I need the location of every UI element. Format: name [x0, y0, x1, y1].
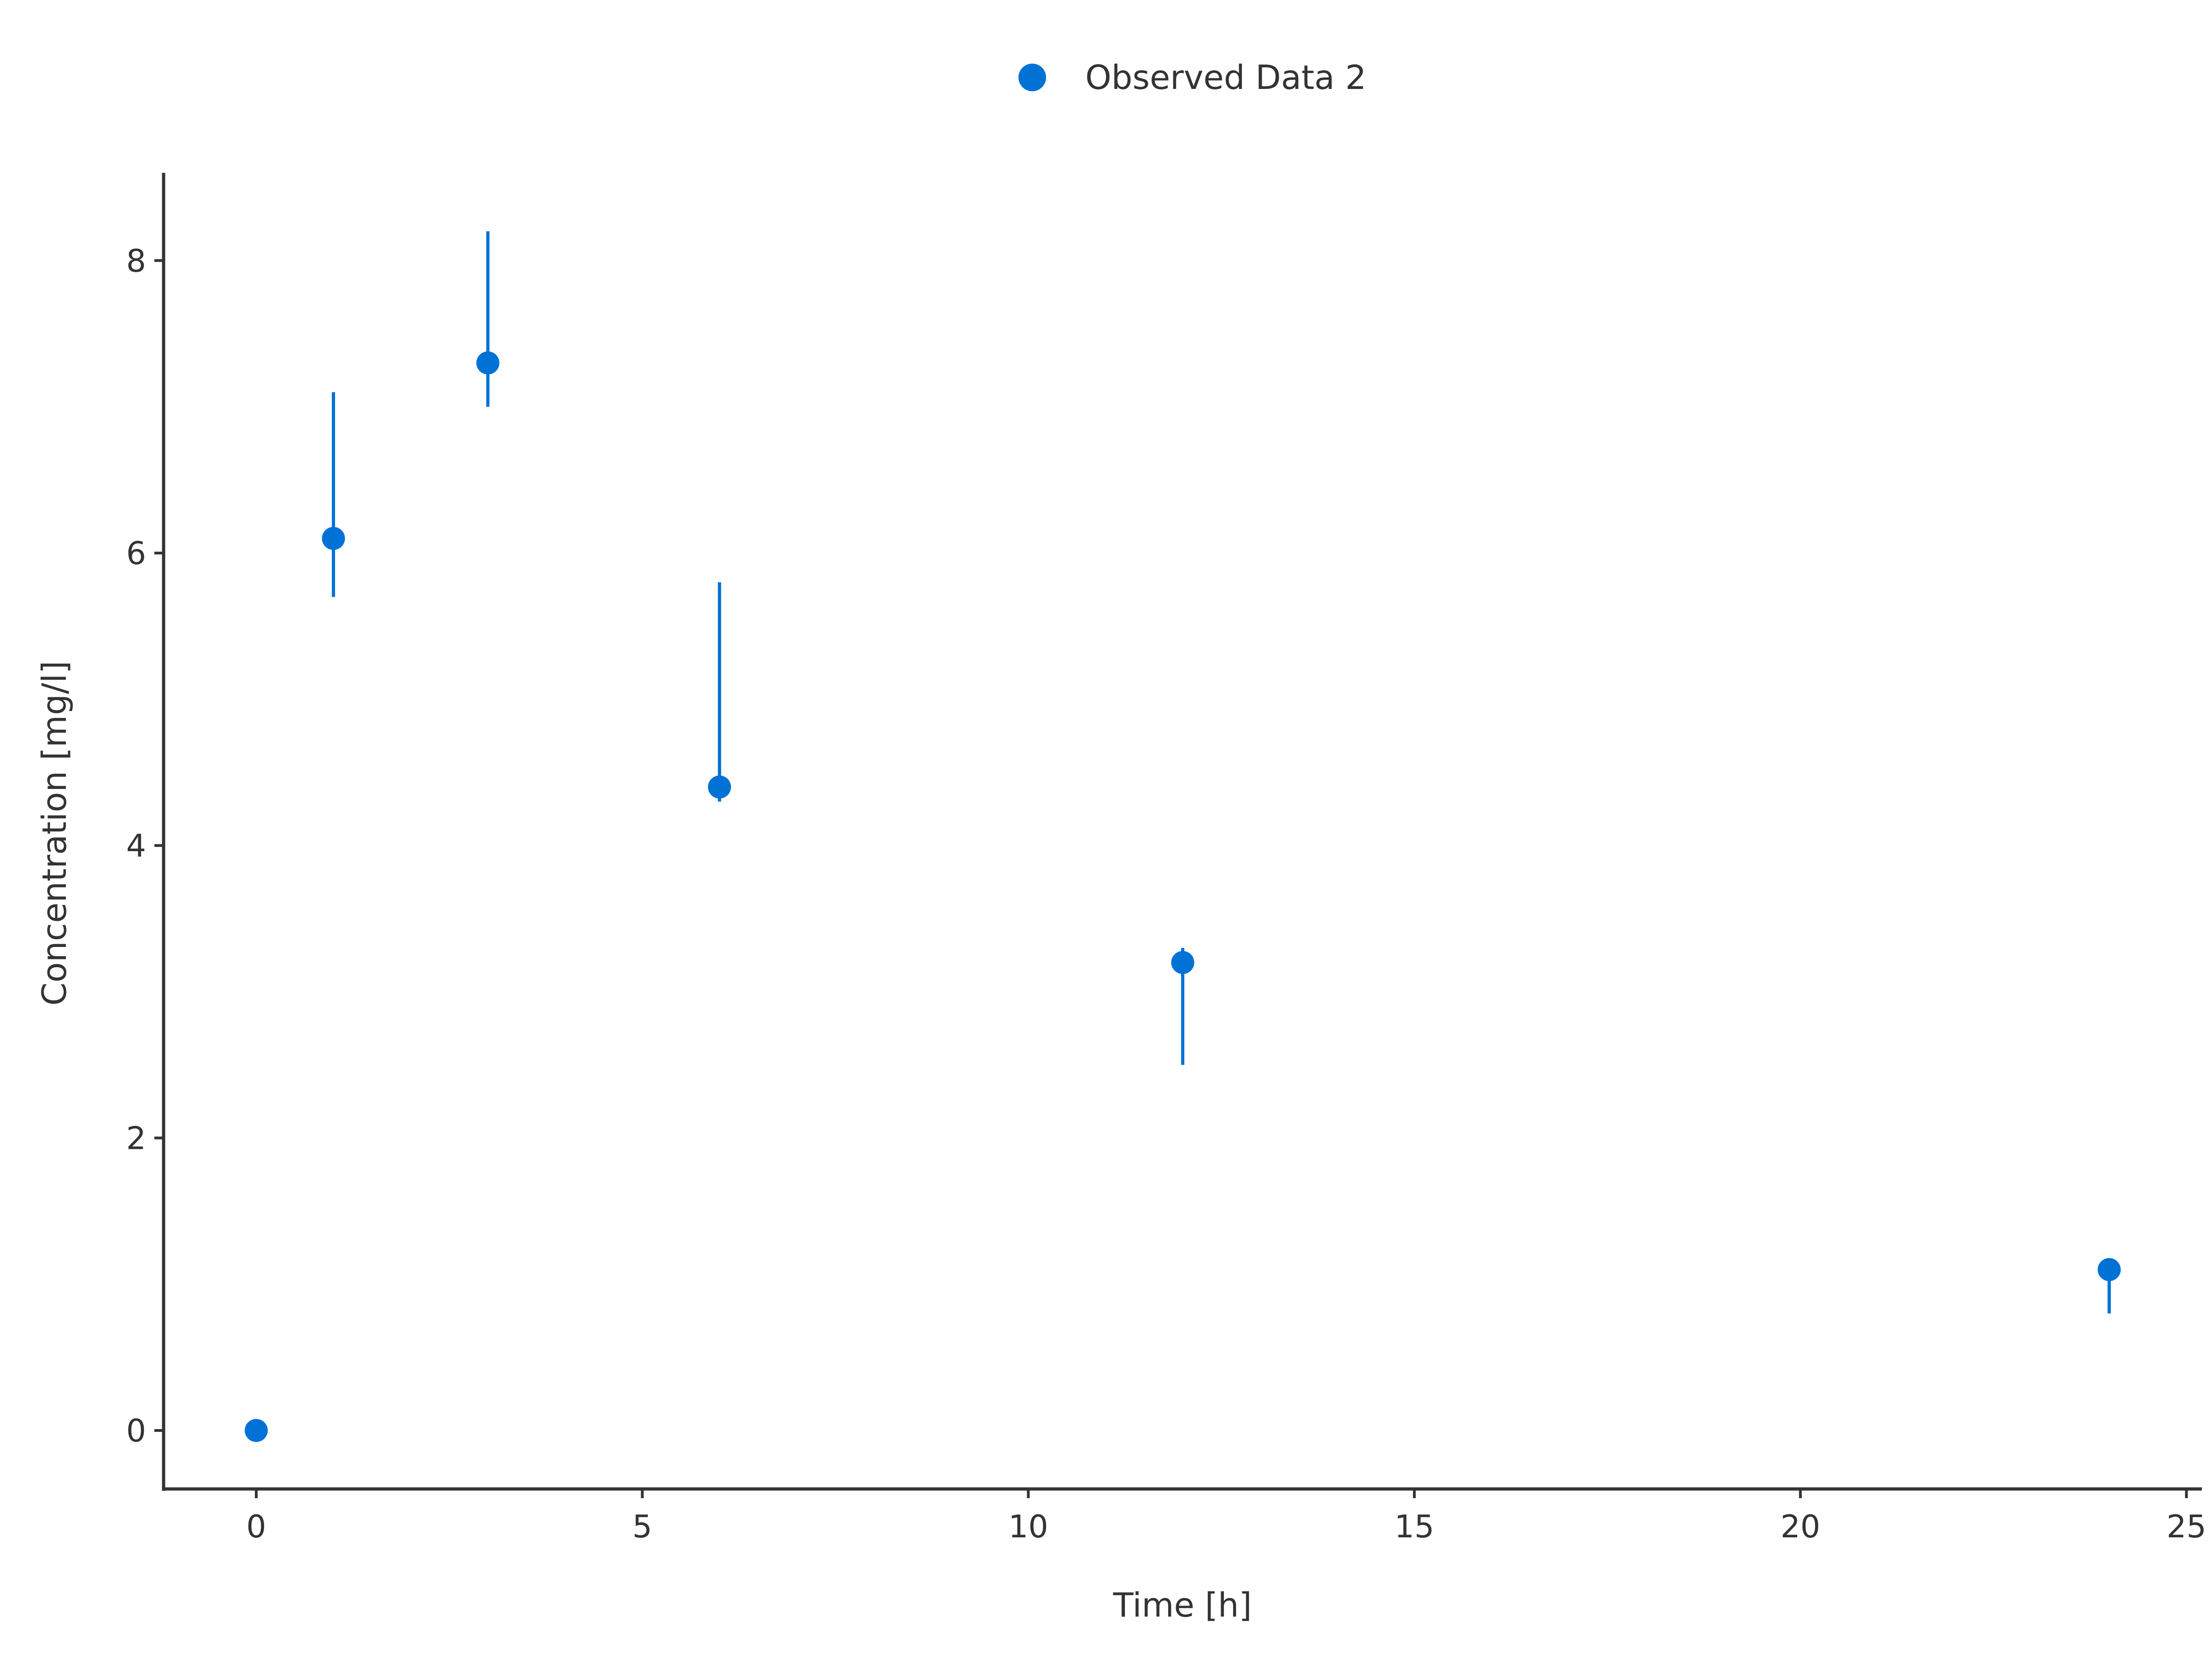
x-tick-label: 10	[1008, 1509, 1048, 1545]
data-point	[2097, 1258, 2121, 1281]
x-tick-label: 0	[246, 1509, 266, 1545]
legend: Observed Data 2	[1018, 58, 1366, 97]
legend-label: Observed Data 2	[1085, 58, 1366, 97]
y-tick-label: 2	[126, 1120, 146, 1157]
error-bars	[332, 231, 2111, 1314]
data-point	[708, 775, 731, 799]
x-tick-label: 20	[1781, 1509, 1821, 1545]
data-point	[1171, 951, 1194, 974]
axes	[162, 173, 2202, 1491]
data-point	[322, 527, 345, 550]
x-tick-label: 25	[2166, 1509, 2206, 1545]
data-point	[476, 351, 500, 375]
legend-marker	[1018, 64, 1046, 91]
x-axis-title: Time [h]	[1113, 1586, 1252, 1624]
data-point	[245, 1419, 268, 1442]
y-tick-label: 4	[126, 828, 146, 865]
y-tick-label: 8	[126, 243, 146, 279]
y-tick-label: 0	[126, 1413, 146, 1449]
y-axis-title: Concentration [mg/l]	[35, 661, 74, 1006]
x-tick-label: 15	[1394, 1509, 1435, 1545]
x-tick-label: 5	[632, 1509, 652, 1545]
y-tick-label: 6	[126, 535, 146, 572]
y-axis-ticks: 0 2 4 6 8	[126, 243, 164, 1449]
data-points	[245, 351, 2121, 1442]
x-axis-ticks: 0 5 10 15 20 25	[246, 1489, 2206, 1545]
